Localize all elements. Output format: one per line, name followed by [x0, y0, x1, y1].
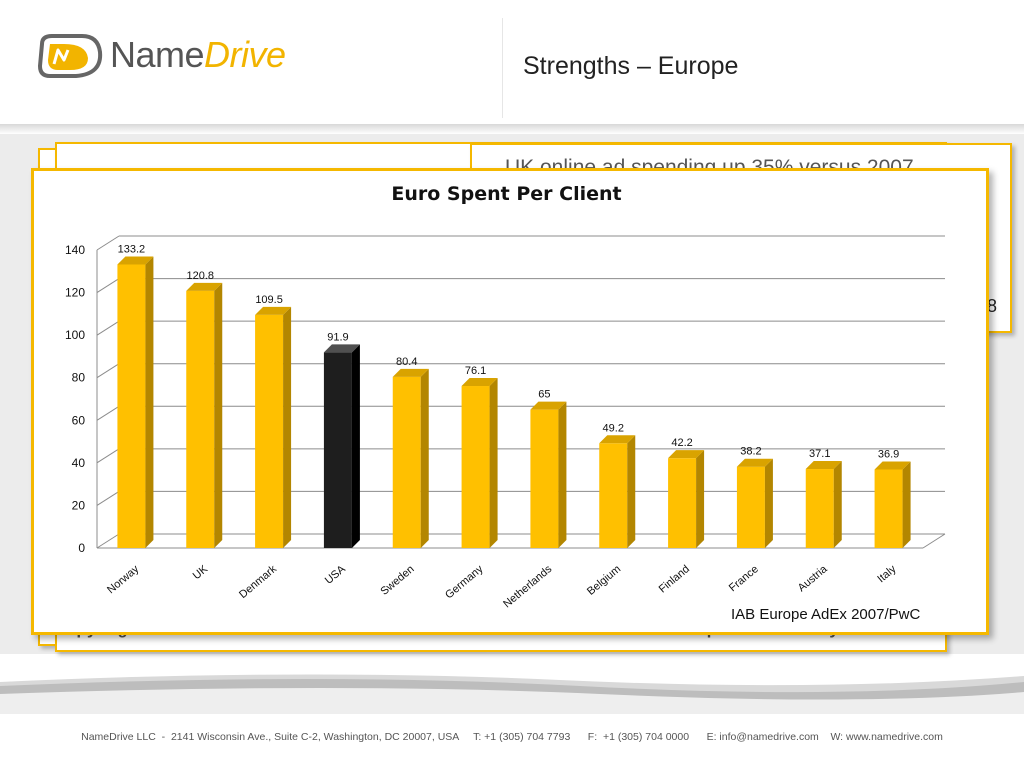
- bar-sweden: [392, 376, 421, 548]
- background-text-partial: 8: [987, 296, 998, 316]
- y-tick-label: 140: [65, 243, 85, 257]
- x-tick-label: Finland: [657, 563, 692, 595]
- decorative-wave: [0, 674, 1024, 714]
- data-label: 49.2: [603, 422, 624, 434]
- x-tick-label: Italy: [875, 563, 899, 585]
- bar-top: [599, 435, 636, 444]
- gridline-depth: [96, 320, 120, 336]
- bar-side: [833, 461, 842, 548]
- bar-top: [805, 461, 842, 470]
- bar-usa: [323, 352, 352, 548]
- data-label: 36.9: [878, 448, 899, 460]
- data-label: 65: [538, 389, 550, 401]
- bar-side: [351, 344, 360, 548]
- namedrive-logo-icon: [37, 34, 103, 78]
- bar-side: [420, 368, 429, 548]
- y-tick-label: 100: [65, 328, 85, 342]
- bar-denmark: [255, 314, 284, 548]
- gridline-depth: [96, 235, 120, 251]
- data-label: 37.1: [809, 448, 830, 460]
- bar-side: [558, 401, 567, 548]
- data-label: 109.5: [255, 294, 283, 306]
- slide-title: Strengths – Europe: [523, 52, 739, 80]
- bar-top: [461, 378, 498, 387]
- y-tick-label: 40: [72, 456, 86, 470]
- bar-side: [696, 450, 705, 548]
- bar-top: [392, 368, 429, 377]
- bar-netherlands: [530, 409, 559, 548]
- bar-top: [323, 344, 360, 353]
- data-label: 120.8: [186, 270, 214, 282]
- x-tick-label: Austria: [796, 563, 831, 595]
- x-tick-label: Netherlands: [501, 563, 555, 611]
- data-label: 38.2: [740, 446, 761, 458]
- logo-name-part: Name: [110, 34, 205, 75]
- x-tick-label: Sweden: [379, 563, 417, 598]
- gridline-depth: [96, 405, 120, 421]
- bar-austria: [805, 469, 834, 548]
- bar-top: [874, 461, 911, 470]
- gridline-depth: [96, 533, 120, 549]
- gridline-depth: [96, 448, 120, 464]
- chart-title: Euro Spent Per Client: [391, 183, 622, 205]
- bar-norway: [117, 264, 146, 548]
- bar-side: [902, 461, 911, 548]
- bar-top: [255, 306, 292, 315]
- bar-uk: [186, 290, 215, 548]
- y-tick-label: 60: [72, 413, 86, 427]
- chart-source-note: IAB Europe AdEx 2007/PwC: [731, 606, 921, 623]
- x-tick-label: Germany: [443, 563, 486, 602]
- bar-side: [764, 458, 773, 548]
- bar-top: [736, 458, 773, 467]
- header-divider: [502, 18, 503, 118]
- bar-germany: [461, 386, 490, 548]
- x-tick-label: UK: [191, 563, 211, 582]
- bar-top: [668, 450, 705, 459]
- bar-france: [736, 466, 765, 548]
- x-tick-label: Denmark: [237, 563, 279, 601]
- x-tick-label: Norway: [105, 563, 142, 596]
- bar-side: [214, 282, 223, 548]
- data-label: 42.2: [671, 437, 692, 449]
- header: NameDrive Strengths – Europe: [0, 0, 1024, 128]
- namedrive-logo-text: NameDrive: [110, 34, 286, 76]
- bar-top: [117, 256, 154, 265]
- bar-italy: [874, 469, 903, 548]
- bar-top: [186, 282, 223, 291]
- y-tick-label: 120: [65, 286, 85, 300]
- bar-finland: [668, 458, 697, 548]
- y-tick-label: 20: [72, 498, 86, 512]
- bar-top: [530, 401, 567, 410]
- data-label: 80.4: [396, 356, 417, 368]
- y-tick-label: 0: [78, 541, 85, 555]
- header-shadow: [0, 124, 1024, 134]
- gridline-depth: [96, 363, 120, 379]
- bar-side: [145, 256, 154, 548]
- footer-contact: NameDrive LLC - 2141 Wisconsin Ave., Sui…: [81, 731, 943, 743]
- floor-edge: [922, 533, 946, 549]
- bar-side: [627, 435, 636, 548]
- data-label: 76.1: [465, 365, 486, 377]
- data-label: 133.2: [118, 243, 146, 255]
- data-label: 91.9: [327, 331, 348, 343]
- gridline-depth: [96, 278, 120, 293]
- x-tick-label: USA: [323, 563, 349, 587]
- bar-side: [489, 378, 498, 548]
- y-tick-label: 80: [72, 371, 86, 385]
- x-tick-label: France: [727, 563, 761, 594]
- logo-drive-part: Drive: [204, 34, 286, 75]
- bar-belgium: [599, 443, 628, 548]
- x-tick-label: Belgium: [585, 563, 623, 598]
- bar-side: [283, 306, 292, 548]
- gridline-depth: [96, 491, 120, 506]
